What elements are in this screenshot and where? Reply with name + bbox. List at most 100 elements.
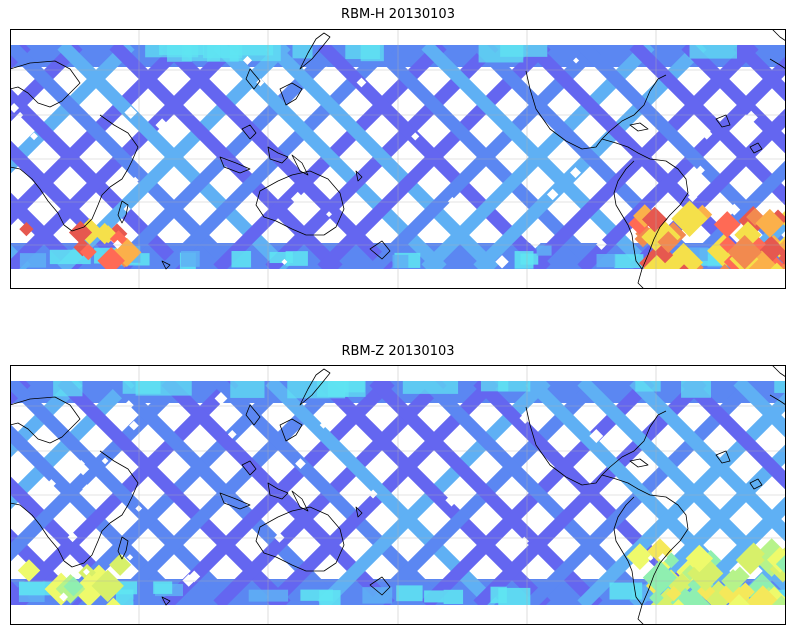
- swath-north-highlight: [635, 381, 661, 392]
- coastline: [601, 138, 689, 289]
- coastline: [267, 482, 289, 500]
- swath-south-highlight: [498, 587, 531, 605]
- anomaly-patch: [663, 242, 704, 269]
- coastline: [161, 260, 171, 270]
- swath-south-highlight: [269, 251, 293, 264]
- swath-south-highlight: [248, 589, 289, 602]
- data-gap: [131, 176, 139, 184]
- swath-south-highlight: [520, 253, 539, 265]
- swath-ascending: [681, 495, 786, 605]
- coastline: [771, 29, 786, 42]
- anomaly-patch: [642, 560, 677, 595]
- anomaly-patch: [713, 211, 741, 238]
- coastlines: [10, 365, 786, 625]
- swath-tracks: [10, 45, 786, 269]
- panel-z-title: RBM-Z 20130103: [341, 344, 455, 359]
- coastline: [255, 506, 345, 572]
- data-gap: [243, 55, 253, 65]
- anomaly-patch: [755, 208, 785, 238]
- swath-descending: [733, 45, 786, 103]
- swath-south-highlight: [19, 253, 47, 268]
- swath-north-highlight: [500, 45, 548, 57]
- coastline: [715, 114, 731, 128]
- swath-south-highlight: [231, 251, 252, 268]
- coastline: [241, 460, 257, 476]
- swath-south-highlight: [424, 590, 444, 603]
- data-gap: [112, 239, 123, 249]
- swath-north-highlight: [345, 45, 380, 60]
- data-gap: [227, 430, 237, 439]
- anomaly-patch: [726, 594, 752, 605]
- swath-south-highlight: [614, 254, 644, 269]
- swath-north-highlight: [317, 381, 366, 397]
- swath-south-highlight: [19, 581, 55, 596]
- anomaly-patch: [671, 200, 708, 237]
- coastline: [117, 200, 129, 224]
- coastline: [769, 58, 786, 70]
- data-gap: [300, 487, 312, 499]
- map-frame: [10, 365, 786, 625]
- coastline: [769, 394, 786, 406]
- data-gap: [82, 484, 92, 494]
- swath-north-highlight: [230, 381, 265, 398]
- data-gap: [281, 258, 288, 265]
- anomaly-patch: [776, 244, 786, 260]
- map-frame: [10, 29, 786, 289]
- swath-north-highlight: [689, 45, 737, 59]
- swath-south-highlight: [319, 590, 341, 605]
- anomaly-patch: [779, 235, 786, 254]
- panel-h-title: RBM-H 20130103: [341, 7, 455, 22]
- coastline: [749, 142, 763, 154]
- swath-north-highlight: [498, 381, 531, 392]
- anomaly-patch: [657, 231, 680, 253]
- anomaly-patch: [626, 543, 654, 571]
- data-gap: [510, 214, 519, 223]
- coastline: [749, 478, 763, 490]
- anomaly-patch: [17, 559, 41, 582]
- swath-south-highlight: [392, 254, 409, 268]
- coastline: [245, 68, 261, 90]
- swath-south-highlight: [396, 585, 423, 602]
- data-gap: [614, 490, 627, 503]
- coastline: [299, 32, 331, 70]
- swath-south-highlight: [609, 582, 643, 600]
- swath-north-highlight: [774, 381, 786, 393]
- swath-descending: [733, 381, 786, 439]
- swath-north-highlight: [480, 381, 509, 392]
- anomaly-patch: [97, 247, 125, 269]
- swath-south-highlight: [153, 581, 173, 594]
- coastline: [771, 365, 786, 378]
- coastline: [10, 114, 139, 232]
- anomaly-patch: [91, 569, 124, 603]
- swath-south-highlight: [536, 245, 552, 256]
- swath-south-highlight: [285, 251, 308, 266]
- anomaly-patch: [665, 585, 682, 602]
- coastline: [369, 240, 391, 260]
- anomaly-patch: [663, 552, 680, 569]
- coastline: [255, 170, 345, 236]
- coastline: [291, 154, 309, 176]
- coastline: [279, 82, 303, 106]
- coastline: [10, 60, 81, 108]
- data-gap: [326, 211, 332, 218]
- swath-north-highlight: [229, 45, 274, 56]
- anomaly-patch: [99, 597, 128, 605]
- data-gap: [447, 196, 457, 206]
- data-gap: [155, 118, 169, 132]
- coastline: [279, 418, 303, 442]
- coastline: [629, 458, 649, 468]
- anomaly-patch: [667, 599, 690, 605]
- coastline: [369, 576, 391, 596]
- data-gap: [577, 128, 589, 140]
- data-gap: [368, 489, 378, 499]
- data-gap: [687, 192, 698, 202]
- coastlines: [10, 29, 786, 289]
- swath-south-highlight: [180, 250, 200, 267]
- coastline: [219, 156, 251, 174]
- coastline: [10, 396, 81, 444]
- map-panel-rbm-z: [10, 365, 786, 625]
- swath-descending: [681, 381, 786, 491]
- anomaly-patch: [767, 262, 786, 269]
- swath-descending: [629, 45, 786, 207]
- coastline: [355, 170, 363, 182]
